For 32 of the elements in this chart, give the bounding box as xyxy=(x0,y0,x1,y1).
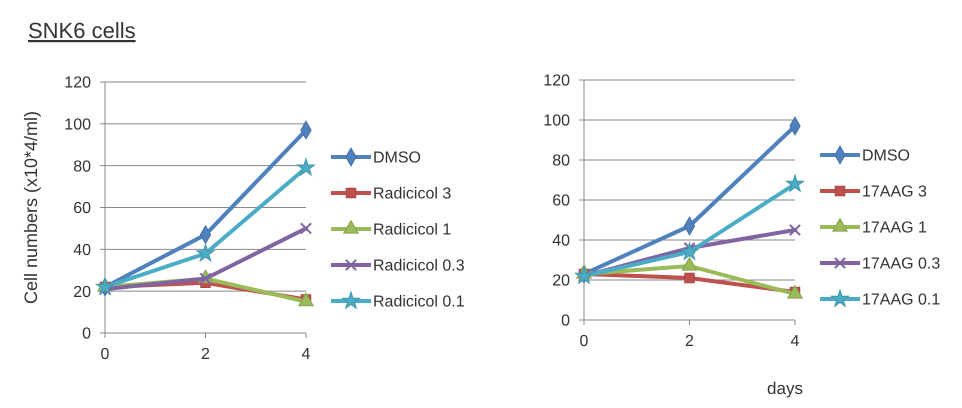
y-tick-label: 100 xyxy=(543,112,570,130)
y-tick-label: 60 xyxy=(73,200,92,218)
y-tick-label: 0 xyxy=(561,312,570,330)
legend-label: 17AAG 0.3 xyxy=(862,256,940,273)
legend-label: 17AAG 0.1 xyxy=(862,292,940,309)
y-tick-label: 40 xyxy=(73,242,92,259)
chart-title: SNK6 cells xyxy=(28,18,136,43)
x-tick-label: 0 xyxy=(580,333,589,350)
x-tick-label: 2 xyxy=(685,333,694,350)
legend-label: 17AAG 3 xyxy=(862,184,928,201)
x-tick-label: 4 xyxy=(790,333,800,350)
y-tick-label: 20 xyxy=(73,284,92,301)
legend-label: Radicicol 0.1 xyxy=(373,294,465,311)
legend-label: Radicicol 1 xyxy=(373,222,452,239)
y-tick-label: 120 xyxy=(64,74,92,92)
y-tick-label: 100 xyxy=(64,116,92,134)
y-tick-label: 120 xyxy=(543,72,570,90)
legend-label: DMSO xyxy=(862,148,910,165)
x-tick-label: 0 xyxy=(100,346,110,363)
y-tick-label: 80 xyxy=(73,158,92,176)
y-tick-label: 20 xyxy=(552,272,570,290)
legend-label: DMSO xyxy=(373,150,421,167)
y-tick-label: 60 xyxy=(552,192,570,210)
legend-label: Radicicol 0.3 xyxy=(373,258,465,275)
y-tick-label: 40 xyxy=(552,232,570,250)
y-tick-label: 80 xyxy=(552,152,570,170)
y-axis-title: Cell numbers (x10*4/ml) xyxy=(21,110,41,304)
x-axis-title: days xyxy=(767,379,803,398)
x-tick-label: 2 xyxy=(201,346,210,363)
legend-label: 17AAG 1 xyxy=(862,220,928,237)
x-tick-label: 4 xyxy=(302,346,311,363)
legend-label: Radicicol 3 xyxy=(373,186,452,203)
